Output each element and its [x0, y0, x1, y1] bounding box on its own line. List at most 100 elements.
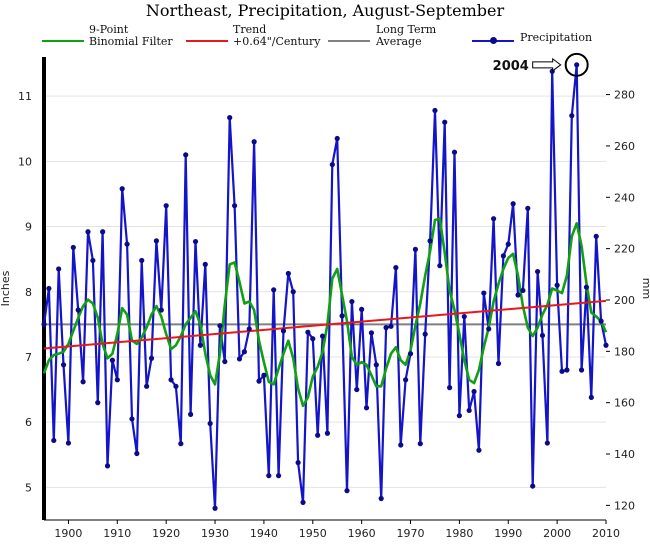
- x-tick-label: 1970: [397, 527, 425, 540]
- precipitation-point: [85, 229, 91, 235]
- x-tick-label: 1930: [201, 527, 229, 540]
- precipitation-point: [319, 333, 326, 339]
- y-tick-label-mm: 280: [614, 89, 635, 102]
- trend-line: [43, 299, 607, 350]
- precipitation-point: [525, 205, 531, 211]
- precipitation-point: [158, 307, 164, 313]
- precipitation-point: [451, 149, 458, 155]
- precipitation-point: [315, 432, 321, 438]
- precipitation-point: [354, 386, 360, 393]
- precipitation-point: [500, 253, 506, 259]
- precipitation-point: [569, 113, 575, 119]
- annotation-label: 2004: [493, 59, 529, 74]
- chart-title: Northeast, Precipitation, August-Septemb…: [145, 1, 505, 20]
- y-tick-label-inches: 5: [25, 481, 32, 494]
- precipitation-point: [422, 331, 428, 337]
- precipitation-point: [471, 388, 477, 395]
- y-tick-label-mm: 240: [614, 191, 635, 204]
- precipitation-point: [481, 290, 487, 296]
- x-tick-label: 1920: [152, 527, 180, 540]
- precipitation-point: [188, 411, 194, 417]
- legend-marker-precip: [490, 37, 497, 44]
- precipitation-point: [544, 440, 550, 446]
- precipitation-point: [339, 313, 345, 319]
- precipitation-point: [398, 442, 404, 448]
- precipitation-point: [212, 505, 218, 511]
- precipitation-point: [417, 441, 423, 447]
- precipitation-point: [261, 372, 267, 378]
- precipitation-point: [60, 362, 67, 368]
- precipitation-point: [109, 357, 116, 363]
- precipitation-point: [583, 284, 590, 290]
- precipitation-point: [202, 261, 208, 267]
- y-axis-title-right: mm: [640, 278, 650, 299]
- precipitation-point: [574, 62, 580, 68]
- legend-label-filter: 9-Point Binomial Filter: [89, 23, 173, 48]
- precipitation-point: [329, 161, 335, 168]
- precipitation-point: [407, 351, 414, 357]
- precipitation-point: [388, 323, 394, 329]
- x-tick-label: 1950: [299, 527, 327, 540]
- precipitation-point: [349, 298, 355, 305]
- precipitation-point: [168, 377, 174, 383]
- precipitation-point: [461, 313, 467, 320]
- precipitation-point: [285, 270, 291, 277]
- precipitation-point: [275, 473, 282, 479]
- precipitation-point: [554, 282, 560, 288]
- precipitation-point: [588, 394, 594, 401]
- precipitation-point: [344, 488, 350, 494]
- precipitation-point: [114, 377, 120, 383]
- y-tick-label-mm: 260: [614, 140, 635, 153]
- precipitation-point: [271, 287, 277, 293]
- precipitation-point: [593, 233, 599, 239]
- precipitation-point: [486, 326, 492, 332]
- precipitation-point: [256, 378, 262, 384]
- y-tick-label-inches: 9: [25, 221, 32, 234]
- precipitation-point: [456, 413, 462, 419]
- legend-swatch-trend: [186, 40, 228, 42]
- precipitation-point: [437, 263, 443, 269]
- legend-swatch-average: [328, 40, 370, 42]
- x-tick-label: 1910: [103, 527, 131, 540]
- precipitation-point: [251, 139, 257, 145]
- precipitation-point: [393, 265, 399, 271]
- x-tick-label: 2010: [592, 527, 620, 540]
- precipitation-point: [70, 244, 76, 251]
- precipitation-point: [104, 463, 111, 469]
- y-tick-label-inches: 6: [25, 416, 32, 429]
- precipitation-point: [495, 360, 502, 367]
- y-tick-label-mm: 160: [614, 397, 635, 410]
- precipitation-point: [124, 241, 130, 247]
- precipitation-point: [266, 473, 272, 479]
- precipitation-point: [373, 362, 379, 368]
- y-tick-label-mm: 120: [614, 499, 635, 512]
- precipitation-point: [241, 349, 247, 355]
- precipitation-point: [295, 460, 301, 466]
- y-tick-label-mm: 200: [614, 294, 635, 307]
- precipitation-point: [363, 405, 370, 411]
- precipitation-point: [56, 266, 62, 272]
- y-tick-label-mm: 220: [614, 243, 635, 256]
- legend-swatch-filter: [42, 40, 84, 42]
- precipitation-point: [129, 416, 135, 422]
- precipitation-point: [466, 407, 472, 414]
- precipitation-point: [46, 285, 52, 292]
- precipitation-point: [65, 440, 72, 446]
- precipitation-point: [95, 400, 101, 406]
- legend-label-precip: Precipitation: [520, 31, 593, 44]
- precipitation-point: [207, 420, 213, 427]
- precipitation-point: [163, 203, 169, 209]
- precipitation-point: [603, 342, 609, 348]
- precipitation-point: [80, 379, 86, 385]
- precipitation-point: [598, 318, 604, 324]
- y-tick-label-inches: 7: [25, 351, 32, 364]
- precipitation-point: [447, 385, 453, 391]
- y-tick-label-inches: 10: [18, 155, 32, 168]
- x-tick-label: 1960: [348, 527, 376, 540]
- precipitation-point: [403, 377, 409, 383]
- precipitation-point: [153, 238, 159, 244]
- precipitation-point: [197, 342, 203, 348]
- precipitation-point: [178, 441, 184, 447]
- precipitation-point: [427, 238, 433, 244]
